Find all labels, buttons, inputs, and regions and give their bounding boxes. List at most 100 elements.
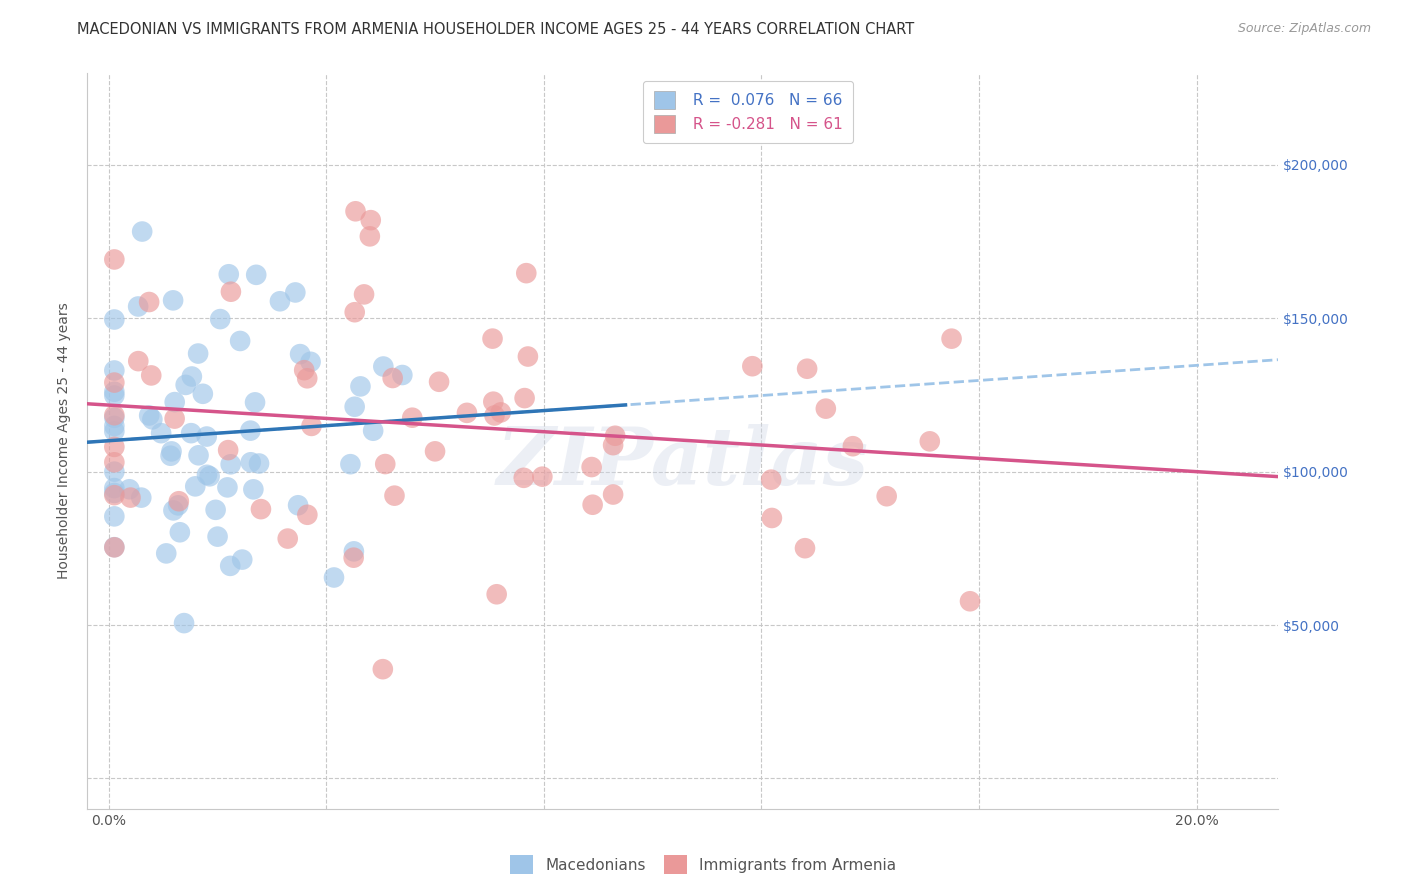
Point — [297, 371, 319, 385]
Point — [103, 388, 125, 402]
Point — [103, 419, 125, 434]
Point — [195, 429, 218, 443]
Point — [381, 371, 404, 385]
Point — [582, 498, 605, 512]
Point — [602, 438, 624, 452]
Point — [761, 511, 783, 525]
Point — [103, 455, 125, 469]
Point — [163, 411, 186, 425]
Point — [120, 491, 142, 505]
Point — [167, 499, 190, 513]
Point — [103, 409, 125, 423]
Point — [103, 424, 125, 438]
Point — [796, 361, 818, 376]
Point — [160, 444, 183, 458]
Point — [359, 229, 381, 244]
Point — [343, 400, 366, 414]
Point — [163, 395, 186, 409]
Point — [361, 424, 384, 438]
Point — [169, 525, 191, 540]
Point — [180, 369, 202, 384]
Point — [284, 285, 307, 300]
Point — [180, 426, 202, 441]
Point — [103, 384, 125, 399]
Point — [513, 471, 536, 485]
Point — [103, 410, 125, 425]
Point — [484, 409, 506, 423]
Point — [427, 375, 450, 389]
Point — [103, 509, 125, 524]
Point — [103, 312, 125, 326]
Point — [242, 483, 264, 497]
Legend: Macedonians, Immigrants from Armenia: Macedonians, Immigrants from Armenia — [503, 849, 903, 880]
Point — [842, 439, 865, 453]
Point — [360, 213, 382, 227]
Point — [239, 424, 262, 438]
Point — [301, 418, 323, 433]
Point — [138, 295, 160, 310]
Point — [485, 587, 508, 601]
Point — [103, 252, 125, 267]
Point — [287, 498, 309, 512]
Point — [401, 410, 423, 425]
Point — [231, 552, 253, 566]
Point — [247, 457, 270, 471]
Point — [219, 558, 242, 573]
Point — [371, 662, 394, 676]
Point — [167, 494, 190, 508]
Point — [323, 570, 346, 584]
Point — [103, 540, 125, 554]
Point — [191, 386, 214, 401]
Point — [162, 503, 184, 517]
Point — [339, 457, 361, 471]
Y-axis label: Householder Income Ages 25 - 44 years: Householder Income Ages 25 - 44 years — [58, 302, 72, 580]
Point — [155, 546, 177, 560]
Point — [162, 293, 184, 308]
Point — [876, 489, 898, 503]
Point — [794, 541, 817, 556]
Point — [198, 469, 221, 483]
Point — [243, 395, 266, 409]
Point — [245, 268, 267, 282]
Point — [129, 491, 152, 505]
Point — [297, 508, 319, 522]
Point — [343, 550, 366, 565]
Point — [741, 359, 763, 374]
Point — [103, 486, 125, 500]
Point — [516, 350, 538, 364]
Legend:  R =  0.076   N = 66,  R = -0.281   N = 61: R = 0.076 N = 66, R = -0.281 N = 61 — [643, 80, 853, 144]
Point — [761, 473, 783, 487]
Point — [349, 379, 371, 393]
Point — [456, 406, 478, 420]
Point — [423, 444, 446, 458]
Point — [150, 426, 173, 441]
Point — [127, 300, 149, 314]
Point — [219, 458, 242, 472]
Point — [489, 405, 512, 419]
Point — [277, 532, 299, 546]
Point — [127, 354, 149, 368]
Point — [219, 285, 242, 299]
Point — [481, 332, 503, 346]
Point — [103, 440, 125, 454]
Point — [343, 544, 366, 558]
Point — [373, 359, 395, 374]
Point — [209, 312, 232, 326]
Point — [482, 394, 505, 409]
Point — [269, 294, 291, 309]
Point — [159, 449, 181, 463]
Point — [344, 204, 367, 219]
Point — [174, 378, 197, 392]
Point — [103, 376, 125, 390]
Text: MACEDONIAN VS IMMIGRANTS FROM ARMENIA HOUSEHOLDER INCOME AGES 25 - 44 YEARS CORR: MACEDONIAN VS IMMIGRANTS FROM ARMENIA HO… — [77, 22, 914, 37]
Point — [353, 287, 375, 301]
Point — [187, 448, 209, 462]
Point — [250, 502, 273, 516]
Point — [173, 616, 195, 631]
Point — [941, 332, 963, 346]
Point — [513, 391, 536, 405]
Point — [217, 443, 239, 458]
Point — [531, 469, 554, 483]
Point — [918, 434, 941, 449]
Point — [103, 481, 125, 495]
